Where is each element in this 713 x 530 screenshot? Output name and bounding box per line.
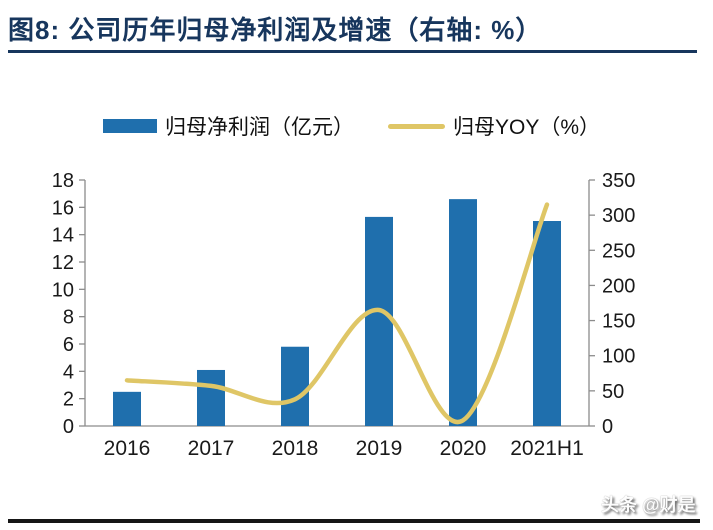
bar-2018 xyxy=(281,346,309,426)
legend-bar-label: 归母净利润（亿元） xyxy=(165,116,354,139)
bottom-border xyxy=(8,519,700,523)
watermark: 头条 @财是 xyxy=(601,495,696,515)
x-axis-label-2020: 2020 xyxy=(440,437,487,460)
x-axis-label-2017: 2017 xyxy=(188,437,235,460)
left-axis-tick-label: 2 xyxy=(63,389,74,411)
left-axis-tick-label: 0 xyxy=(63,416,74,438)
right-axis-tick-label: 350 xyxy=(602,170,635,192)
left-axis-tick-label: 14 xyxy=(52,225,74,247)
left-axis-tick-label: 8 xyxy=(63,307,74,329)
x-axis-label-2019: 2019 xyxy=(356,437,403,460)
legend-line-swatch xyxy=(388,123,445,129)
x-axis-label-2016: 2016 xyxy=(104,437,151,460)
left-axis-tick-label: 4 xyxy=(63,361,74,383)
bar-2017 xyxy=(197,369,225,426)
legend-bar-swatch xyxy=(103,119,157,133)
bar-2019 xyxy=(365,216,393,426)
bar-2021H1 xyxy=(533,221,561,426)
left-axis-tick-label: 10 xyxy=(52,279,74,301)
title-underline xyxy=(8,50,697,53)
right-axis-tick-label: 50 xyxy=(602,381,624,403)
right-axis-tick-label: 250 xyxy=(602,240,635,262)
right-axis-tick-label: 0 xyxy=(602,416,613,438)
bar-2020 xyxy=(449,199,477,426)
x-axis-label-2018: 2018 xyxy=(272,437,319,460)
legend-line-label: 归母YOY（%） xyxy=(453,116,601,139)
x-axis-label-2021H1: 2021H1 xyxy=(510,437,584,460)
left-axis-tick-label: 18 xyxy=(52,170,74,192)
right-axis-tick-label: 300 xyxy=(602,205,635,227)
left-axis-tick-label: 12 xyxy=(52,252,74,274)
left-axis-tick-label: 6 xyxy=(63,334,74,356)
bar-2016 xyxy=(113,391,141,426)
left-axis-tick-label: 16 xyxy=(52,197,74,219)
legend-item-net-profit: 归母净利润（亿元） xyxy=(103,111,354,141)
yoy-line xyxy=(124,202,550,425)
right-axis-tick-label: 150 xyxy=(602,311,635,333)
figure-title: 图8: 公司历年归母净利润及增速（右轴: %） xyxy=(8,15,543,45)
right-axis-tick-label: 100 xyxy=(602,346,635,368)
legend-item-yoy: 归母YOY（%） xyxy=(388,111,600,141)
right-axis-tick-label: 200 xyxy=(602,275,635,297)
